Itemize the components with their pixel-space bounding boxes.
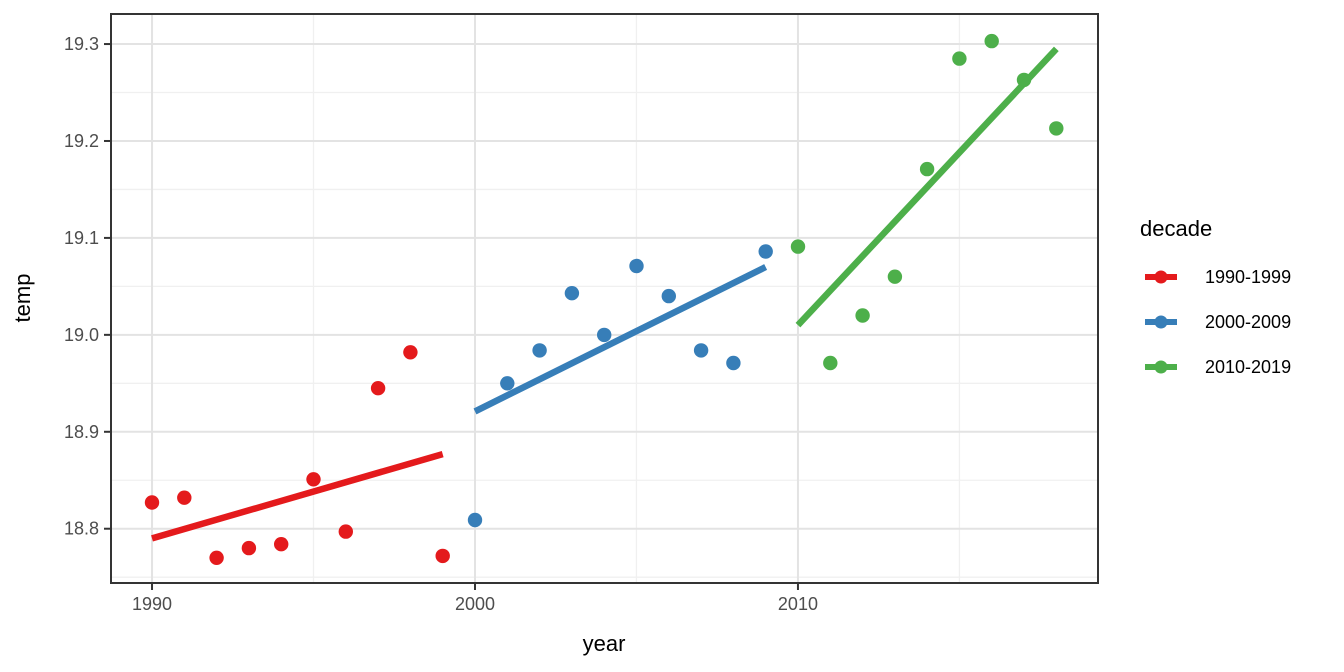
trend-line-2010-2019 bbox=[795, 46, 1059, 328]
data-point-1990-1999 bbox=[370, 381, 386, 396]
data-point-2000-2009 bbox=[726, 355, 741, 371]
data-point-2000-2009 bbox=[758, 244, 773, 259]
legend-item-label: 2010-2019 bbox=[1205, 357, 1291, 377]
data-point-1990-1999 bbox=[209, 550, 224, 565]
data-point-2000-2009 bbox=[532, 343, 547, 358]
data-point-2000-2009 bbox=[597, 327, 612, 343]
data-point-1990-1999 bbox=[306, 472, 321, 487]
x-tick-label: 2010 bbox=[778, 594, 818, 614]
plot-panel: 1990 2000 2010 18.8 18.9 19.0 19.1 19.2 19.3 bbox=[64, 13, 1099, 614]
panel-border bbox=[110, 13, 1099, 584]
data-point-1990-1999 bbox=[144, 495, 160, 510]
legend-item-label: 2000-2009 bbox=[1205, 312, 1291, 332]
y-tick-label: 19.0 bbox=[64, 325, 99, 345]
data-point-2000-2009 bbox=[500, 376, 515, 391]
data-point-1990-1999 bbox=[241, 540, 257, 556]
panel-background bbox=[111, 14, 1098, 583]
data-point-2000-2009 bbox=[661, 288, 676, 304]
data-point-1990-1999 bbox=[435, 548, 450, 564]
y-axis-title: temp bbox=[10, 274, 35, 323]
data-point-1990-1999 bbox=[403, 345, 418, 360]
trend-line-1990-1999 bbox=[151, 450, 444, 542]
data-point-2010-2019 bbox=[790, 239, 806, 254]
legend-key-point bbox=[1154, 270, 1168, 284]
y-tick-label: 18.8 bbox=[64, 519, 99, 539]
data-point-1990-1999 bbox=[177, 490, 192, 505]
data-point-2000-2009 bbox=[564, 286, 580, 301]
trend-line-2000-2009 bbox=[473, 264, 768, 415]
y-tick-label: 18.9 bbox=[64, 422, 99, 442]
y-tick-label: 19.1 bbox=[64, 228, 99, 248]
data-point-2010-2019 bbox=[984, 33, 999, 49]
data-point-2010-2019 bbox=[823, 355, 838, 371]
data-point-2010-2019 bbox=[919, 161, 935, 177]
legend: decade 1990-1999 2000-2009 2010-2019 bbox=[1140, 216, 1291, 377]
x-tick-label: 2000 bbox=[455, 594, 495, 614]
data-point-2010-2019 bbox=[855, 308, 870, 323]
legend-title: decade bbox=[1140, 216, 1212, 241]
y-tick-label: 19.3 bbox=[64, 34, 99, 54]
legend-key-point bbox=[1154, 360, 1168, 374]
data-point-2010-2019 bbox=[887, 269, 903, 284]
data-point-1990-1999 bbox=[338, 524, 353, 539]
data-point-2010-2019 bbox=[1049, 121, 1064, 136]
data-point-1990-1999 bbox=[274, 537, 289, 552]
y-tick-label: 19.2 bbox=[64, 131, 99, 151]
x-axis-title: year bbox=[583, 631, 626, 656]
legend-key-point bbox=[1154, 315, 1168, 329]
data-point-2000-2009 bbox=[467, 512, 483, 528]
data-point-2010-2019 bbox=[952, 51, 967, 66]
legend-item-label: 1990-1999 bbox=[1205, 267, 1291, 287]
data-point-2000-2009 bbox=[693, 343, 709, 358]
x-tick-label: 1990 bbox=[132, 594, 172, 614]
data-point-2000-2009 bbox=[629, 258, 644, 274]
